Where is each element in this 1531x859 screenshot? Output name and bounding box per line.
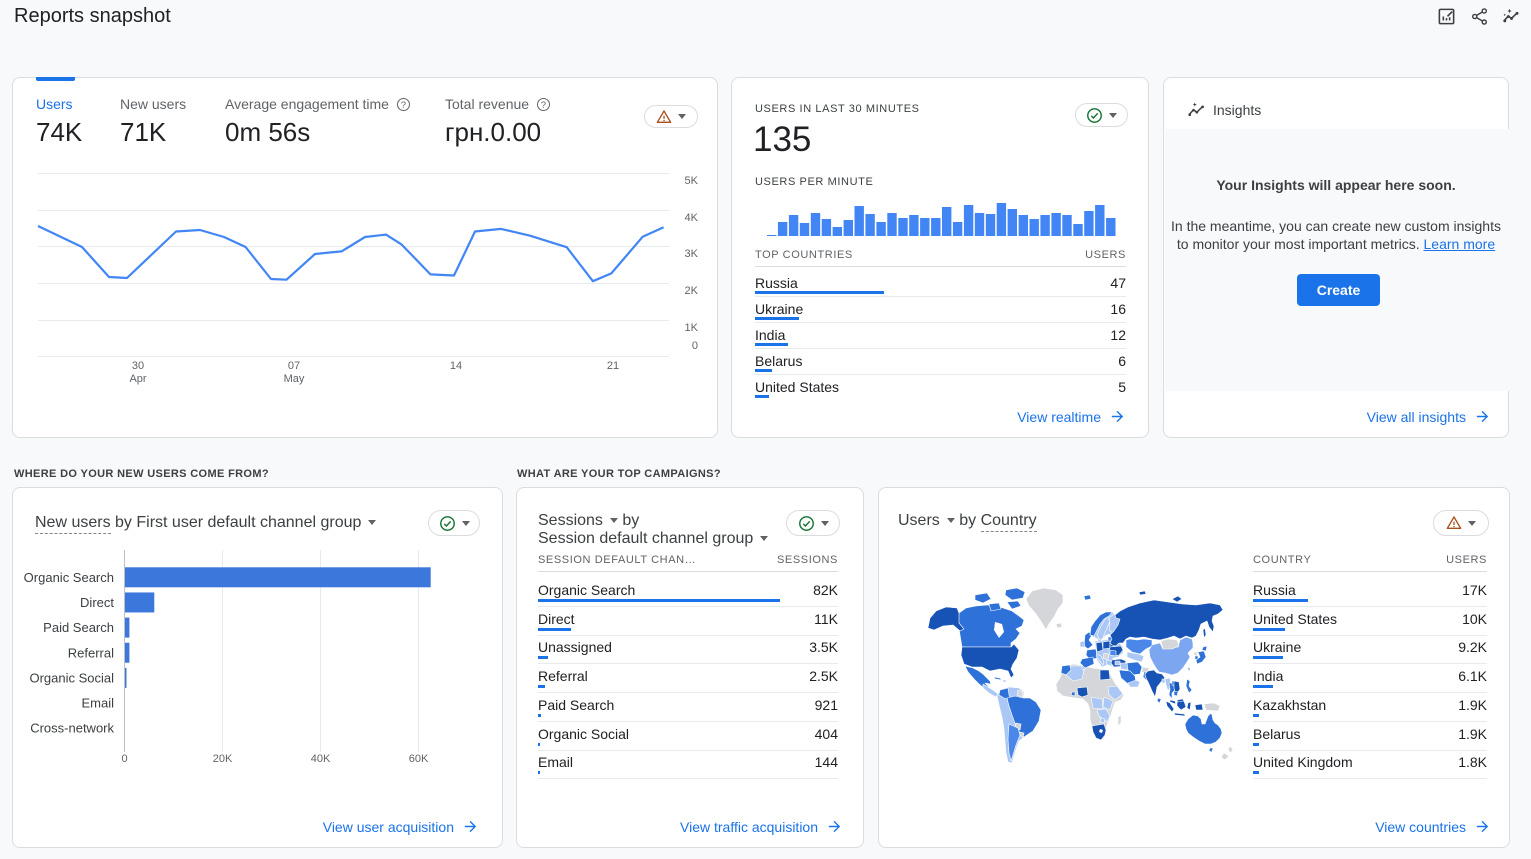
svg-text:60K: 60K (409, 753, 429, 765)
svg-text:Paid Search: Paid Search (43, 620, 114, 635)
svg-text:21: 21 (607, 360, 619, 372)
svg-text:Organic Search: Organic Search (24, 570, 114, 585)
svg-text:2K: 2K (685, 285, 699, 297)
svg-text:14: 14 (450, 360, 462, 372)
svg-text:Organic Social: Organic Social (29, 670, 114, 685)
svg-text:Referral: Referral (68, 645, 114, 660)
svg-text:0: 0 (121, 753, 127, 765)
svg-text:40K: 40K (311, 753, 331, 765)
svg-text:20K: 20K (213, 753, 233, 765)
svg-text:Apr: Apr (129, 373, 146, 385)
svg-text:May: May (284, 373, 305, 385)
svg-text:5K: 5K (685, 175, 699, 187)
svg-text:4K: 4K (685, 212, 699, 224)
svg-text:Direct: Direct (80, 595, 114, 610)
svg-text:30: 30 (132, 360, 144, 372)
svg-text:07: 07 (288, 360, 300, 372)
svg-text:Cross-network: Cross-network (30, 721, 114, 736)
svg-text:Email: Email (81, 696, 114, 711)
svg-text:3K: 3K (685, 248, 699, 260)
svg-text:0: 0 (692, 340, 698, 352)
svg-text:1K: 1K (685, 322, 699, 334)
